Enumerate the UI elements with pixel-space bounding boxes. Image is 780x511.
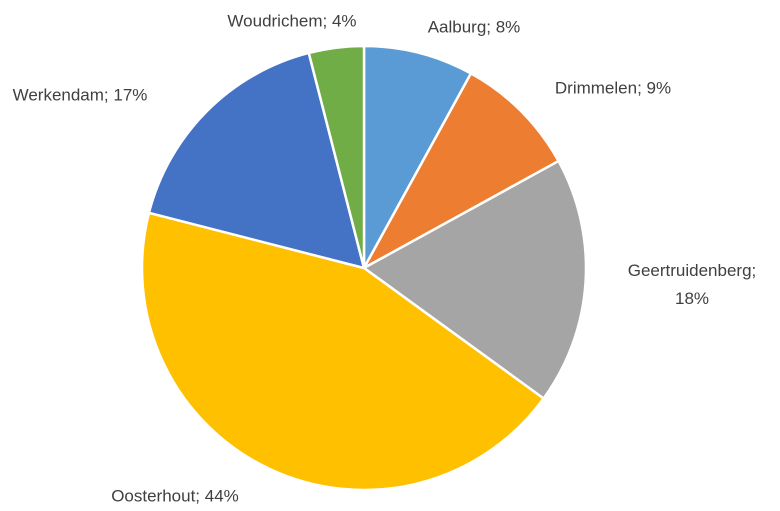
pie-slice (147, 51, 366, 270)
pie-slice (360, 71, 561, 272)
data-label: Werkendam; 17% (13, 85, 148, 104)
data-label: Oosterhout; 44% (111, 486, 239, 505)
data-label: Woudrichem; 4% (227, 11, 356, 30)
data-label-line: 18% (675, 289, 709, 308)
pie-slice (362, 44, 473, 269)
data-label-line: Geertruidenberg; (628, 261, 757, 280)
data-label: Geertruidenberg; 18% (628, 261, 757, 308)
pie-slice (307, 44, 366, 269)
data-label: Drimmelen; 9% (555, 78, 671, 97)
data-label: Aalburg; 8% (428, 17, 521, 36)
pie-slice (140, 211, 546, 492)
pie-slice (361, 159, 588, 401)
